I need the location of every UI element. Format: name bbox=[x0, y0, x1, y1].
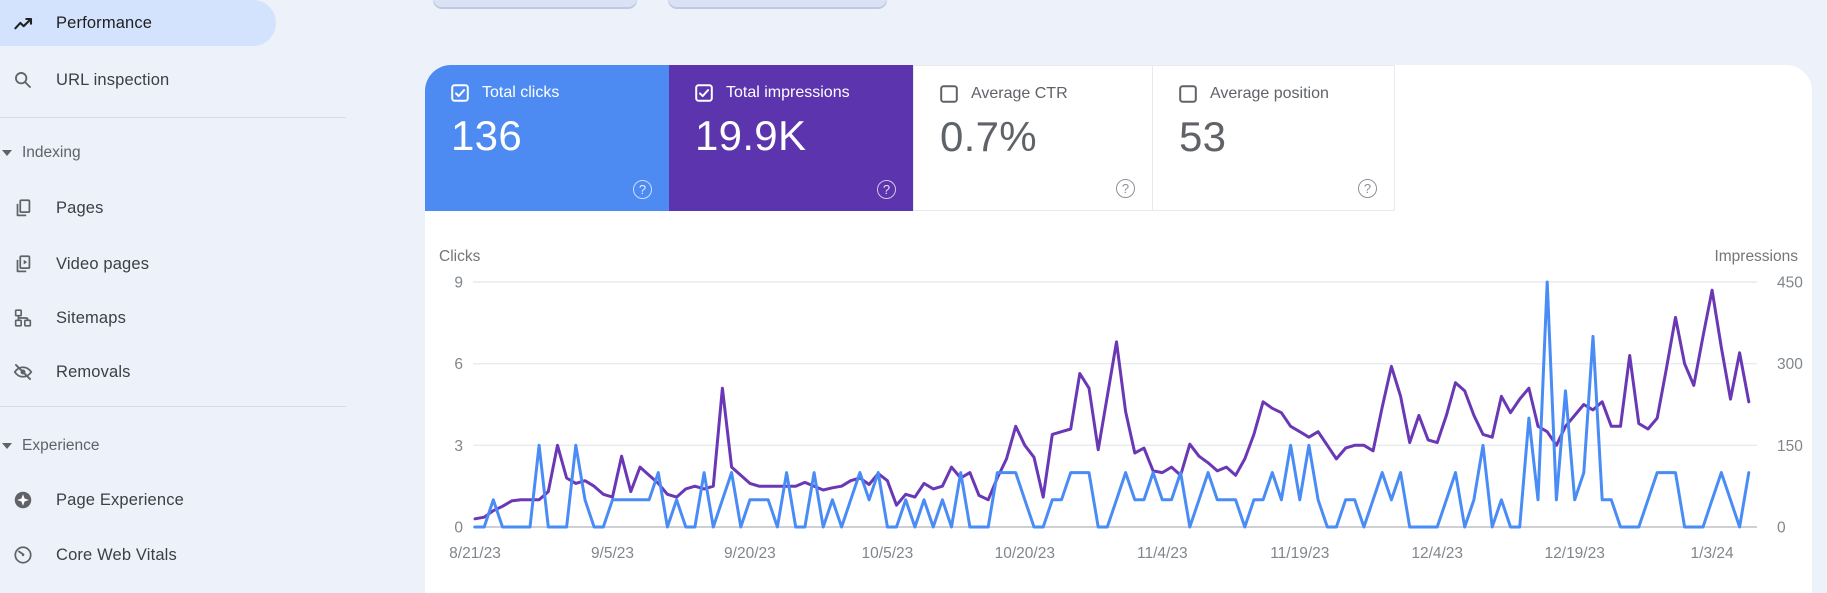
sidebar-item-core-web-vitals[interactable]: Core Web Vitals bbox=[0, 532, 276, 578]
metric-card-label: Average position bbox=[1210, 85, 1329, 102]
sidebar-item-sitemaps[interactable]: Sitemaps bbox=[0, 295, 276, 341]
checkbox-checked-icon[interactable] bbox=[695, 84, 713, 102]
sidebar-item-performance[interactable]: Performance bbox=[0, 0, 276, 46]
sidebar-section-indexing[interactable]: Indexing bbox=[0, 143, 81, 163]
left-axis-tick: 3 bbox=[454, 438, 463, 455]
sidebar-item-page-experience[interactable]: Page Experience bbox=[0, 477, 276, 523]
metric-card-total-clicks[interactable]: Total clicks 136? bbox=[425, 65, 669, 211]
chevron-down-icon bbox=[2, 442, 14, 450]
sidebar-section-experience[interactable]: Experience bbox=[0, 436, 100, 456]
metric-card-total-impressions[interactable]: Total impressions 19.9K? bbox=[669, 65, 913, 211]
x-axis-tick: 11/19/23 bbox=[1270, 545, 1329, 562]
trending-up-icon bbox=[11, 11, 35, 35]
sidebar-divider bbox=[0, 406, 346, 407]
sidebar-item-label: Page Experience bbox=[56, 490, 184, 509]
page-experience-icon bbox=[11, 488, 35, 512]
sidebar-section-label: Indexing bbox=[22, 144, 81, 161]
help-icon[interactable]: ? bbox=[633, 180, 652, 199]
eye-off-icon bbox=[11, 360, 35, 384]
right-axis-tick: 0 bbox=[1777, 520, 1786, 537]
checkbox-unchecked-icon[interactable] bbox=[940, 85, 958, 103]
x-axis-tick: 9/5/23 bbox=[591, 545, 634, 562]
sidebar-item-label: URL inspection bbox=[56, 70, 170, 89]
speedometer-icon bbox=[11, 543, 35, 567]
help-icon[interactable]: ? bbox=[877, 180, 896, 199]
clicks-line[interactable] bbox=[473, 280, 1751, 529]
metric-cards: Total clicks 136? Total impressions 19.9K? A… bbox=[425, 65, 1395, 211]
help-icon[interactable]: ? bbox=[1358, 179, 1377, 198]
metric-card-value: 0.7% bbox=[940, 113, 1037, 160]
metric-card-value: 53 bbox=[1179, 113, 1227, 160]
filter-chip[interactable] bbox=[668, 0, 887, 9]
impressions-line[interactable] bbox=[473, 288, 1751, 521]
x-axis-tick: 11/4/23 bbox=[1137, 545, 1188, 562]
sidebar-item-removals[interactable]: Removals bbox=[0, 349, 276, 395]
sidebar-item-label: Core Web Vitals bbox=[56, 545, 177, 564]
x-axis-tick: 9/20/23 bbox=[724, 545, 776, 562]
sidebar-item-label: Sitemaps bbox=[56, 308, 126, 327]
metric-card-label: Total clicks bbox=[482, 84, 560, 101]
left-axis-title: Clicks bbox=[439, 248, 481, 265]
sidebar-divider bbox=[0, 117, 346, 118]
checkbox-unchecked-icon[interactable] bbox=[1179, 85, 1197, 103]
left-axis-tick: 9 bbox=[454, 275, 463, 292]
right-axis-tick: 150 bbox=[1777, 438, 1803, 455]
help-icon[interactable]: ? bbox=[1116, 179, 1135, 198]
pages-icon bbox=[11, 196, 35, 220]
sidebar-item-label: Removals bbox=[56, 362, 131, 381]
left-axis-tick: 0 bbox=[454, 520, 463, 537]
right-axis-tick: 450 bbox=[1777, 275, 1803, 292]
left-axis-tick: 6 bbox=[454, 356, 463, 373]
metric-card-average-ctr[interactable]: Average CTR 0.7%? bbox=[913, 65, 1153, 211]
performance-chart[interactable]: Clicks Impressions 9 450 6 300 3 150 0 0 8/21/23 9/… bbox=[425, 230, 1812, 593]
metric-card-value: 19.9K bbox=[695, 112, 807, 159]
right-axis-title: Impressions bbox=[1714, 248, 1798, 265]
x-axis-tick: 10/5/23 bbox=[862, 545, 914, 562]
sidebar-item-video-pages[interactable]: Video pages bbox=[0, 241, 276, 287]
sidebar-section-label: Experience bbox=[22, 437, 100, 454]
magnifier-icon bbox=[11, 68, 35, 92]
sitemap-icon bbox=[11, 306, 35, 330]
main-panel: Total clicks 136? Total impressions 19.9K? A… bbox=[425, 65, 1812, 593]
chevron-down-icon bbox=[2, 149, 14, 157]
sidebar-item-url-inspection[interactable]: URL inspection bbox=[0, 57, 276, 103]
sidebar-item-pages[interactable]: Pages bbox=[0, 185, 276, 231]
filter-chip[interactable] bbox=[433, 0, 637, 9]
checkbox-checked-icon[interactable] bbox=[451, 84, 469, 102]
sidebar: Performance URL inspection Indexing Pages Vi… bbox=[0, 0, 362, 593]
metric-card-label: Average CTR bbox=[971, 85, 1068, 102]
video-pages-icon bbox=[11, 252, 35, 276]
x-axis-tick: 12/19/23 bbox=[1545, 545, 1605, 562]
right-axis-tick: 300 bbox=[1777, 356, 1803, 373]
sidebar-item-label: Video pages bbox=[56, 254, 150, 273]
x-axis-tick: 8/21/23 bbox=[449, 545, 501, 562]
metric-card-label: Total impressions bbox=[726, 84, 850, 101]
x-axis-tick: 10/20/23 bbox=[995, 545, 1055, 562]
sidebar-item-label: Performance bbox=[56, 13, 153, 32]
sidebar-item-label: Pages bbox=[56, 198, 104, 217]
metric-card-value: 136 bbox=[451, 112, 522, 159]
x-axis-tick: 12/4/23 bbox=[1411, 545, 1463, 562]
x-axis-tick: 1/3/24 bbox=[1691, 545, 1734, 562]
metric-card-average-position[interactable]: Average position 53? bbox=[1152, 65, 1395, 211]
